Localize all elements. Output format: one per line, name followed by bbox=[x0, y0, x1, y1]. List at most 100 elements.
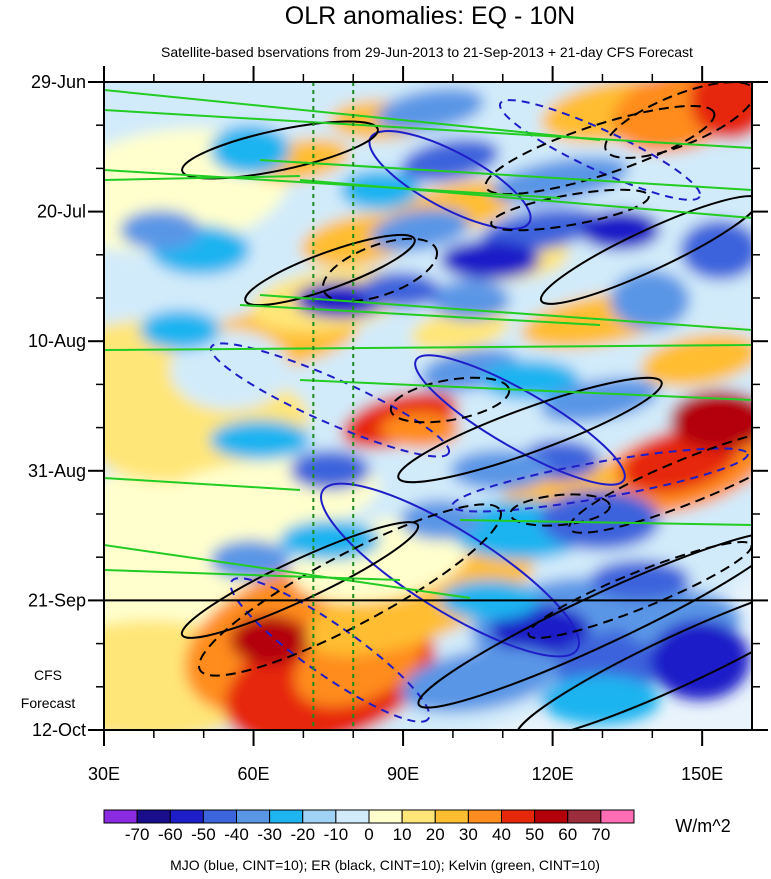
y-tick-label: 12-Oct bbox=[32, 720, 86, 740]
contour-line bbox=[104, 477, 301, 491]
y-tick-label: 29-Jun bbox=[31, 72, 86, 92]
colorbar-label: -60 bbox=[158, 825, 183, 844]
colorbar: -70 -60 -50 -40 -30 -20 -10 0 10 20 30 40 50 60 70 bbox=[103, 809, 635, 844]
contour-line bbox=[104, 544, 471, 599]
contour-line bbox=[181, 120, 379, 180]
anomaly-patch bbox=[650, 620, 750, 700]
anomaly-patch bbox=[490, 605, 590, 655]
contour-line bbox=[320, 482, 580, 658]
anomaly-patch bbox=[290, 450, 370, 490]
olr-anomaly-field bbox=[104, 82, 752, 730]
colorbar-label: 20 bbox=[426, 825, 445, 844]
colorbar-label: -70 bbox=[125, 825, 150, 844]
forecast-label-line1: CFS bbox=[34, 667, 62, 683]
anomaly-patch bbox=[230, 615, 310, 665]
colorbar-label: 70 bbox=[591, 825, 610, 844]
colorbar-label: -50 bbox=[191, 825, 216, 844]
colorbar-swatch bbox=[169, 809, 204, 824]
contour-line bbox=[259, 294, 752, 331]
anomaly-patch bbox=[120, 210, 200, 250]
reference-lines bbox=[312, 82, 355, 730]
contour-line bbox=[417, 531, 752, 709]
forecast-label-line2: Forecast bbox=[21, 695, 76, 711]
anomaly-patch bbox=[590, 560, 690, 600]
contour-line bbox=[568, 426, 752, 534]
contour-line bbox=[104, 344, 752, 351]
colorbar-label: -10 bbox=[324, 825, 349, 844]
anomaly-patch bbox=[540, 490, 660, 550]
anomaly-patch bbox=[210, 125, 290, 175]
contour-line bbox=[509, 493, 611, 527]
contour-line bbox=[229, 577, 431, 723]
anomaly-patch bbox=[140, 310, 220, 350]
contour-line bbox=[397, 376, 663, 484]
contour-line bbox=[414, 354, 626, 486]
contour-legend: MJO (blue, CINT=10); ER (black, CINT=10)… bbox=[170, 857, 600, 873]
y-tick-label: 31-Aug bbox=[28, 461, 86, 481]
y-tick-label: 21-Sep bbox=[28, 590, 86, 610]
x-tick-label: 150E bbox=[681, 764, 723, 784]
y-axis: 29-Jun 20-Jul 10-Aug 31-Aug 21-Sep 12-Oct bbox=[28, 72, 768, 740]
colorbar-swatch bbox=[269, 809, 304, 824]
colorbar-swatch bbox=[600, 809, 635, 824]
colorbar-swatch bbox=[136, 809, 171, 824]
colorbar-swatch bbox=[368, 809, 403, 824]
contour-line bbox=[321, 237, 439, 303]
chart-title: OLR anomalies: EQ - 10N bbox=[285, 2, 575, 30]
anomaly-patch bbox=[690, 82, 752, 140]
contour-lines bbox=[104, 82, 752, 730]
anomaly-patch bbox=[440, 240, 540, 280]
contour-line bbox=[209, 342, 451, 458]
anomaly-patch bbox=[580, 210, 660, 250]
x-tick-label: 90E bbox=[387, 764, 419, 784]
contour-line bbox=[539, 195, 752, 305]
contour-line bbox=[299, 179, 752, 219]
anomaly-patch bbox=[401, 647, 559, 713]
colorbar-swatch bbox=[467, 809, 502, 824]
contour-line bbox=[451, 447, 749, 513]
contour-line bbox=[515, 579, 752, 730]
contour-line bbox=[180, 521, 420, 639]
x-tick-label: 30E bbox=[88, 764, 120, 784]
contour-line bbox=[244, 233, 416, 307]
colorbar-swatch bbox=[567, 809, 602, 824]
anomaly-patch bbox=[450, 450, 550, 490]
plot-frame bbox=[103, 81, 753, 731]
colorbar-label: 30 bbox=[459, 825, 478, 844]
contour-line bbox=[104, 569, 401, 581]
colorbar-label: 10 bbox=[393, 825, 412, 844]
colorbar-swatch bbox=[202, 809, 237, 824]
contour-line bbox=[104, 109, 752, 149]
plot-area bbox=[104, 82, 752, 730]
colorbar-swatch bbox=[434, 809, 469, 824]
colorbar-swatch bbox=[534, 809, 569, 824]
chart-subtitle: Satellite-based bservations from 29-Jun-… bbox=[161, 44, 693, 60]
colorbar-swatch bbox=[401, 809, 436, 824]
contour-line bbox=[604, 82, 752, 159]
anomaly-patch bbox=[210, 420, 310, 460]
contour-line bbox=[368, 130, 532, 230]
colorbar-units: W/m^2 bbox=[675, 816, 730, 836]
colorbar-label: 50 bbox=[525, 825, 544, 844]
x-tick-label: 120E bbox=[532, 764, 574, 784]
x-tick-label: 60E bbox=[238, 764, 270, 784]
anomaly-patch bbox=[540, 675, 660, 725]
colorbar-swatch bbox=[302, 809, 337, 824]
contour-line bbox=[104, 169, 561, 199]
colorbar-swatch bbox=[335, 809, 370, 824]
anomaly-patch bbox=[280, 520, 380, 560]
colorbar-swatch bbox=[103, 809, 138, 824]
colorbar-label: 40 bbox=[492, 825, 511, 844]
colorbar-label: -30 bbox=[257, 825, 282, 844]
contour-line bbox=[104, 89, 601, 141]
contour-line bbox=[484, 104, 716, 196]
anomaly-patch bbox=[430, 280, 510, 320]
colorbar-swatch bbox=[236, 809, 271, 824]
anomaly-patch bbox=[640, 333, 752, 387]
colorbar-label: -40 bbox=[224, 825, 249, 844]
contour-line bbox=[498, 99, 702, 201]
colorbar-label: 0 bbox=[364, 825, 373, 844]
contour-line bbox=[198, 503, 502, 677]
contour-line bbox=[104, 175, 301, 181]
